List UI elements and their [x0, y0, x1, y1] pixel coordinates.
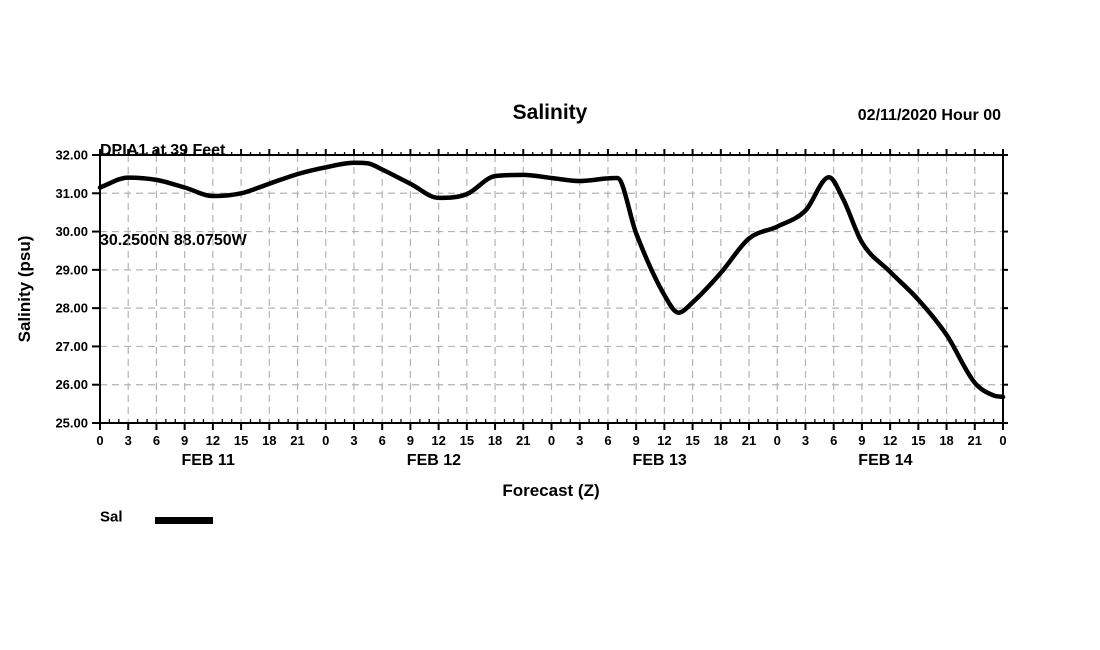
x-axis-label: Forecast (Z)	[502, 481, 600, 500]
x-tick-label: 3	[125, 433, 132, 448]
x-tick-label: 21	[516, 433, 530, 448]
x-tick-label: 15	[460, 433, 474, 448]
y-tick-label: 31.00	[55, 186, 88, 201]
x-tick-label: 6	[830, 433, 837, 448]
x-tick-label: 6	[153, 433, 160, 448]
x-tick-label: 18	[262, 433, 276, 448]
y-tick-label: 26.00	[55, 377, 88, 392]
x-tick-label: 12	[657, 433, 671, 448]
x-tick-label: 18	[488, 433, 502, 448]
x-tick-label: 3	[802, 433, 809, 448]
x-tick-label: 21	[290, 433, 304, 448]
x-tick-label: 9	[633, 433, 640, 448]
y-axis-ticks	[92, 154, 1008, 424]
x-tick-label: 15	[911, 433, 925, 448]
forecast-run-info: 02/11/2020 Hour 00	[857, 107, 1001, 124]
x-tick-label: 9	[407, 433, 414, 448]
x-tick-label: 0	[96, 433, 103, 448]
x-tick-label: 21	[968, 433, 982, 448]
x-tick-label: 12	[883, 433, 897, 448]
x-tick-label: 0	[999, 433, 1006, 448]
station-coordinates: 30.2500N 88.0750W	[100, 232, 247, 249]
y-tick-label: 30.00	[55, 224, 88, 239]
x-tick-label: 12	[431, 433, 445, 448]
chart-title: Salinity	[512, 101, 588, 124]
y-tick-label: 29.00	[55, 262, 88, 277]
x-axis-ticks	[99, 149, 1004, 430]
x-tick-label: 18	[714, 433, 728, 448]
x-tick-label: 21	[742, 433, 756, 448]
x-tick-label: 0	[548, 433, 555, 448]
x-tick-label: 9	[858, 433, 865, 448]
legend: Sal	[100, 508, 213, 528]
legend-line-swatch	[155, 517, 213, 524]
y-tick-label: 25.00	[55, 416, 88, 431]
salinity-series-line	[97, 160, 1006, 400]
x-tick-labels: 0 3 6 9 12 15 18 21 0 3 6 9 12 15 18 21 0 3 6 9 12 15 18 21 0 3 6 9…	[96, 433, 1006, 448]
x-tick-label: 15	[234, 433, 248, 448]
x-tick-label: 3	[576, 433, 583, 448]
day-label: FEB 14	[858, 452, 912, 469]
x-tick-label: 9	[181, 433, 188, 448]
y-tick-label: 28.00	[55, 301, 88, 316]
day-label: FEB 13	[633, 452, 687, 469]
x-tick-label: 6	[379, 433, 386, 448]
day-label: FEB 12	[407, 452, 461, 469]
gridlines	[100, 155, 1003, 423]
x-tick-label: 0	[322, 433, 329, 448]
x-tick-label: 18	[939, 433, 953, 448]
x-tick-label: 6	[604, 433, 611, 448]
legend-series-label: Sal	[100, 508, 123, 526]
day-label: FEB 11	[181, 452, 234, 469]
day-labels: FEB 11 FEB 12 FEB 13 FEB 14	[181, 452, 912, 469]
x-tick-label: 3	[350, 433, 357, 448]
y-tick-label: 27.00	[55, 339, 88, 354]
y-tick-label: 32.00	[55, 148, 88, 163]
x-tick-label: 12	[206, 433, 220, 448]
x-tick-label: 15	[685, 433, 699, 448]
y-tick-labels: 32.00 31.00 30.00 29.00 28.00 27.00 26.00 25.00	[55, 148, 88, 431]
x-tick-label: 0	[774, 433, 781, 448]
